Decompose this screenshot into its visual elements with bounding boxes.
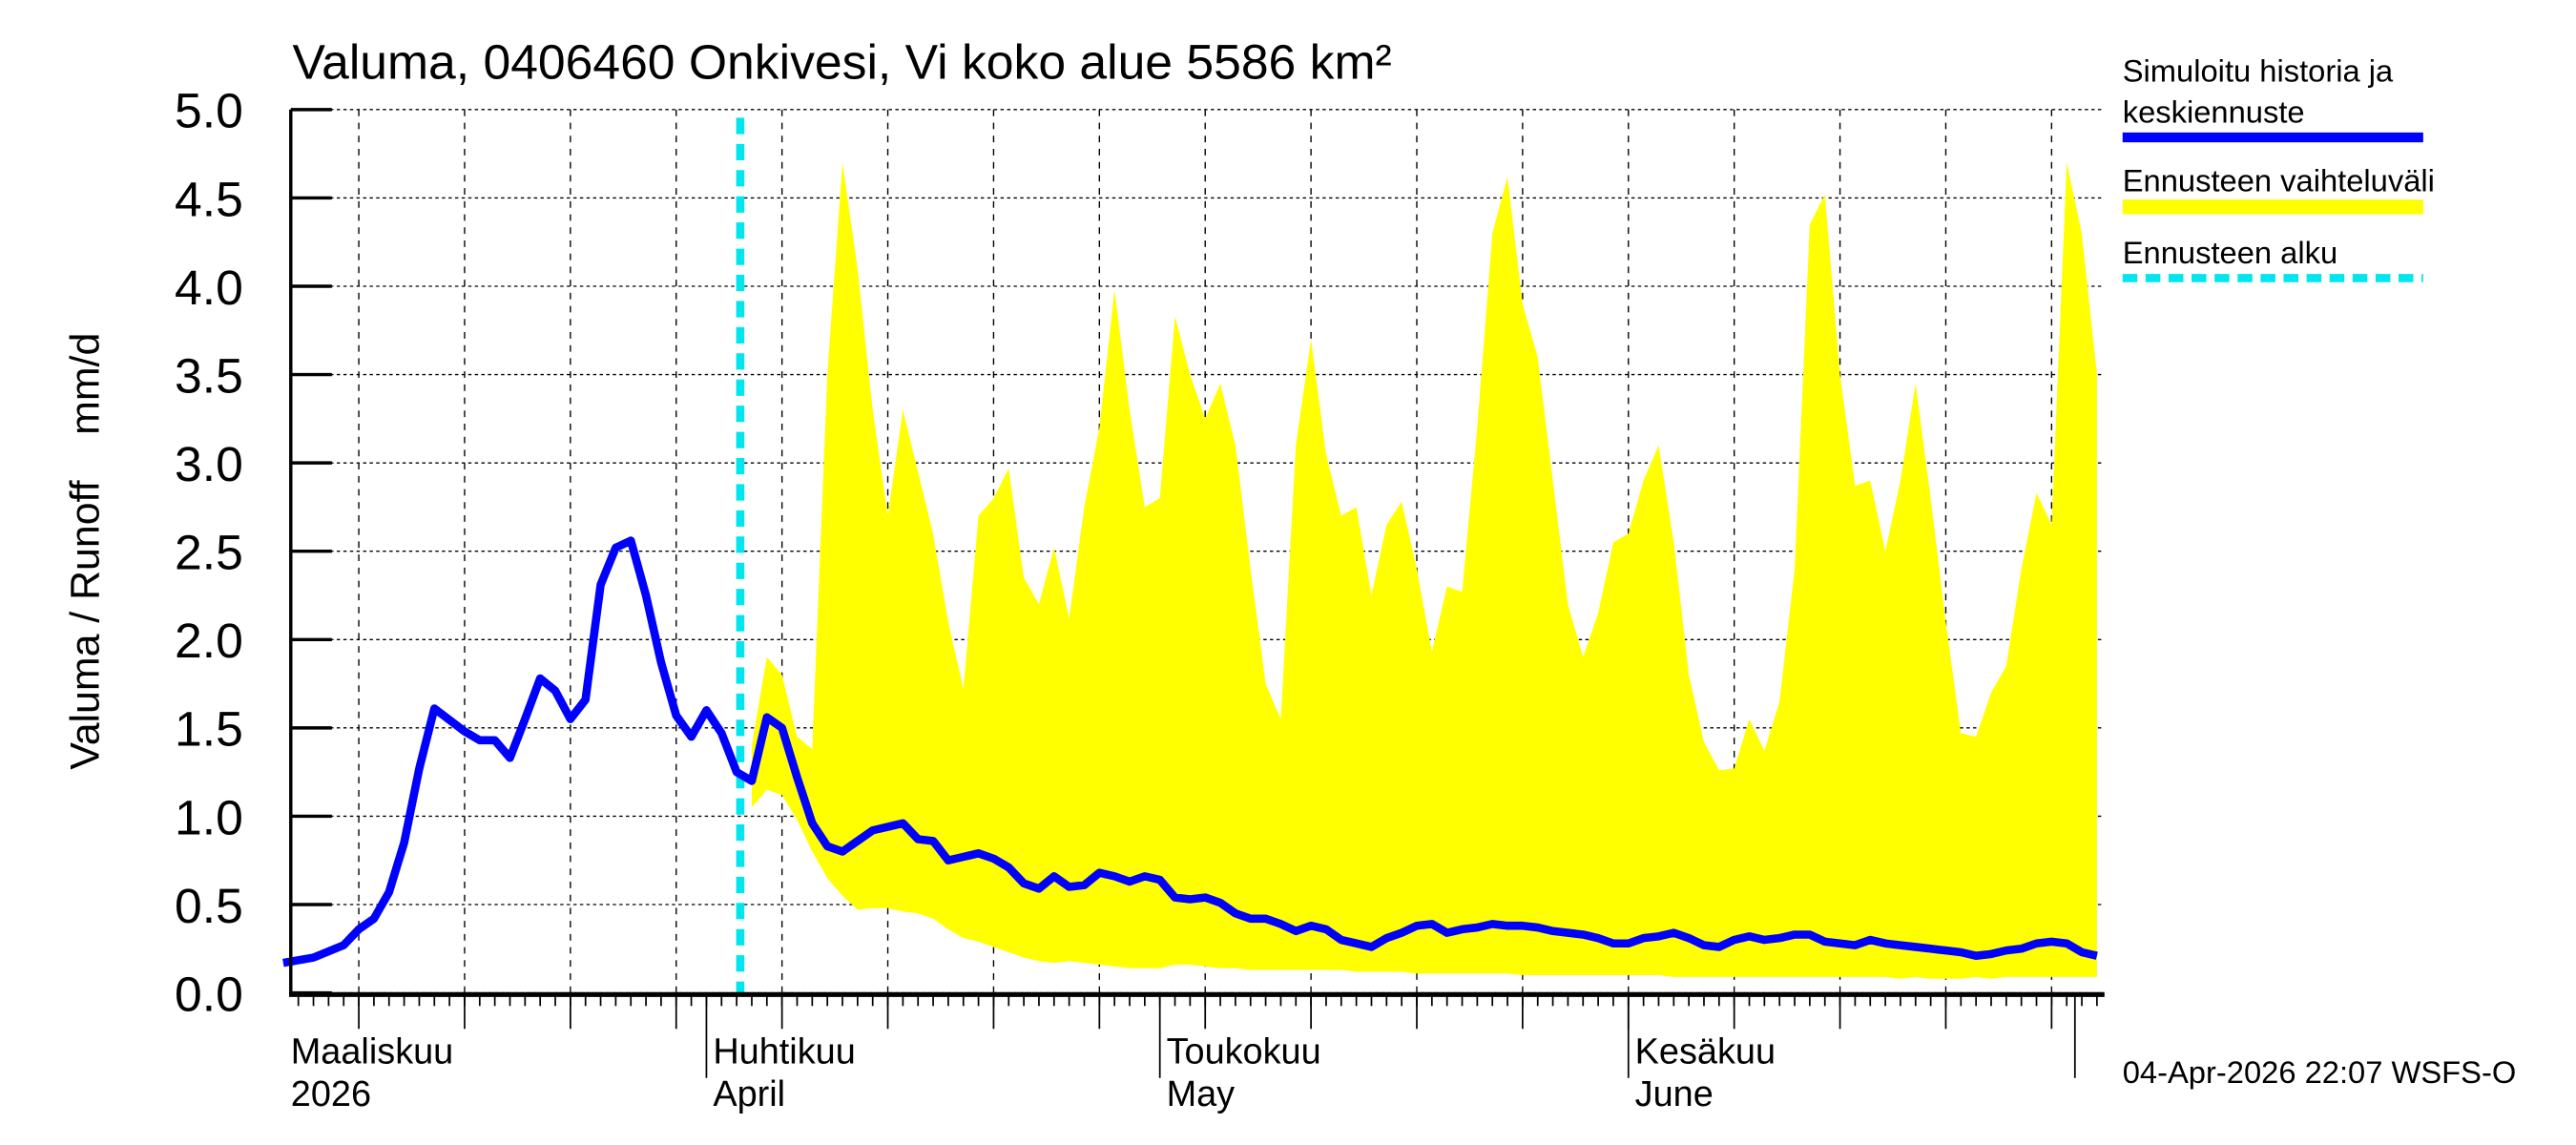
forecast-range-band (751, 162, 2097, 979)
x-month-label: Kesäkuu (1635, 1031, 1776, 1072)
legend-label-forecast-start: Ennusteen alku (2123, 235, 2337, 270)
y-tick-label: 0.5 (175, 878, 243, 933)
y-tick-label: 5.0 (175, 83, 243, 138)
forecast-range-area (751, 162, 2097, 979)
y-tick-label: 3.5 (175, 348, 243, 404)
simulated-runoff-line (282, 536, 2098, 968)
x-month-sublabel: June (1635, 1074, 1714, 1114)
y-tick-label: 1.5 (175, 701, 243, 757)
legend-label-simulated-1: Simuloitu historia ja (2123, 53, 2394, 89)
x-month-label: Maaliskuu (291, 1031, 453, 1072)
legend-label-simulated-2: keskiennuste (2123, 94, 2305, 130)
y-tick-label: 2.5 (175, 525, 243, 580)
x-month-label: Toukokuu (1167, 1031, 1321, 1072)
y-tick-labels: 0.0 0.5 1.0 1.5 2.0 2.5 3.0 3.5 4.0 4.5 5.0 (175, 83, 243, 1022)
legend-label-range: Ennusteen vaihteluväli (2123, 163, 2435, 198)
timestamp: 04-Apr-2026 22:07 WSFS-O (2123, 1054, 2517, 1090)
y-axis-label: Valuma / Runoff mm/d (62, 333, 108, 770)
legend: Simuloitu historia ja keskiennuste Ennus… (2122, 53, 2435, 282)
x-month-sublabel: April (713, 1074, 785, 1114)
y-tick-label: 4.5 (175, 171, 243, 226)
x-month-sublabel: 2026 (291, 1074, 371, 1114)
legend-swatch-range (2122, 199, 2423, 215)
y-tick-label: 3.0 (175, 436, 243, 491)
y-tick-label: 4.0 (175, 260, 243, 315)
x-month-label: Huhtikuu (713, 1031, 855, 1072)
chart-title: Valuma, 0406460 Onkivesi, Vi koko alue 5… (293, 33, 1392, 89)
legend-swatch-simulated (2122, 132, 2423, 143)
axes (289, 108, 2105, 1078)
x-month-sublabel: May (1167, 1074, 1236, 1114)
y-tick-label: 0.0 (175, 967, 243, 1022)
series-line (282, 536, 2098, 968)
y-tick-label: 1.0 (175, 789, 243, 844)
y-tick-label: 2.0 (175, 613, 243, 668)
